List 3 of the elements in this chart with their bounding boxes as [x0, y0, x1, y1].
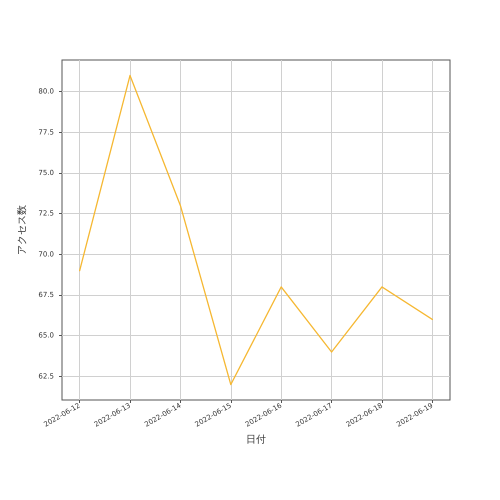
line-series [78, 74, 434, 386]
y-axis-title: アクセス数 [17, 205, 28, 255]
x-axis-title: 日付 [246, 434, 266, 446]
